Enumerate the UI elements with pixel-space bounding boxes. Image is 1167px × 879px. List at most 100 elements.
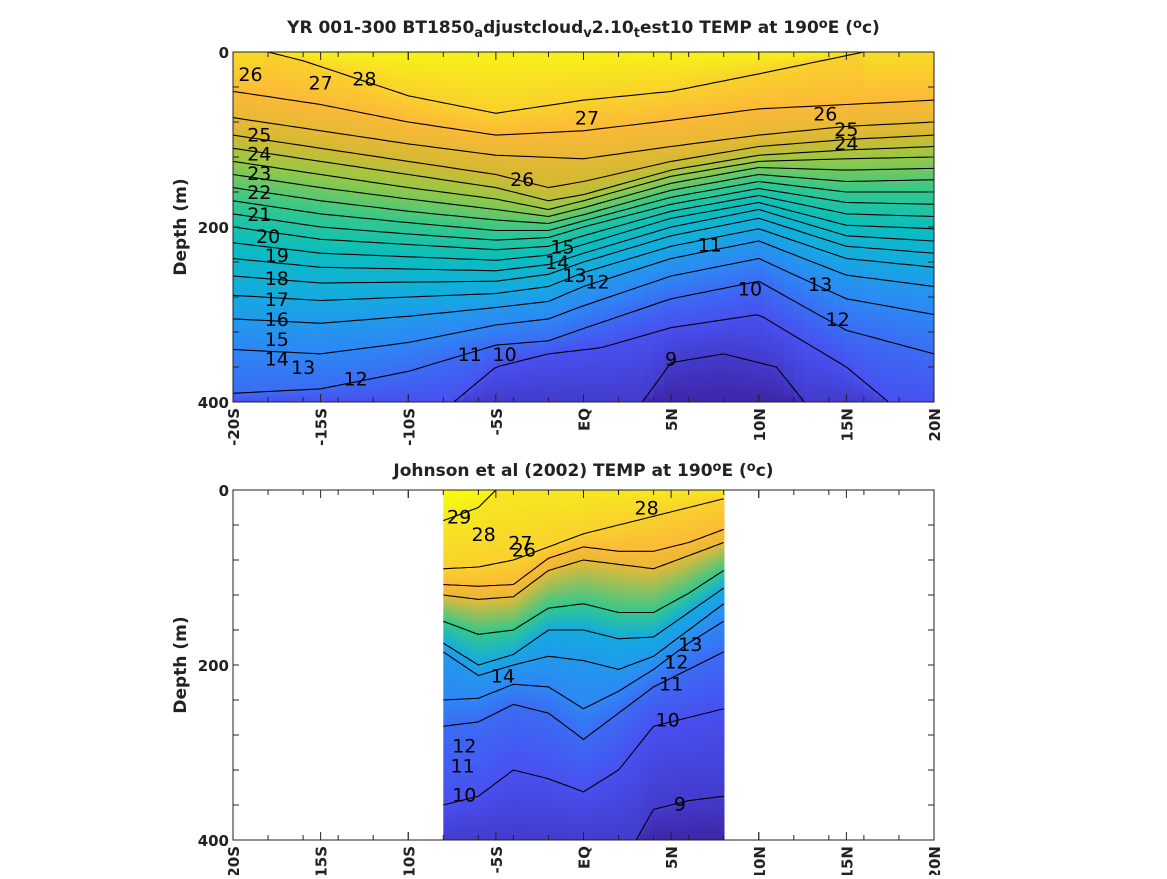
contour-label: 27 — [309, 73, 333, 95]
contour-label: 21 — [247, 204, 271, 226]
fill-column — [683, 490, 689, 840]
fill-column — [579, 490, 585, 840]
contour-label: 15 — [550, 236, 574, 258]
fill-column — [433, 52, 445, 402]
fill-column — [373, 52, 385, 402]
fill-column — [673, 52, 685, 402]
fill-column — [263, 52, 274, 402]
fill-column — [393, 52, 405, 402]
fill-column — [713, 52, 725, 402]
fill-column — [495, 490, 501, 840]
isotherm-24 — [233, 145, 934, 202]
fill-column — [843, 52, 855, 402]
isotherm-22 — [233, 166, 934, 218]
fill-column — [913, 52, 925, 402]
x-tick-label: EQ — [576, 408, 594, 431]
fill-column — [591, 490, 597, 840]
contour-label: 12 — [585, 271, 609, 293]
top-title-part: a — [474, 26, 483, 41]
fill-column — [519, 490, 525, 840]
x-tick-label: 10N — [751, 846, 769, 875]
top-title-part: djustcloud — [483, 18, 583, 38]
isotherm-26 — [443, 541, 724, 600]
bottom-title-part: Johnson et al (2002) TEMP at 190 — [392, 461, 712, 481]
fill-column — [535, 490, 541, 840]
fill-column — [491, 490, 497, 840]
fill-column — [543, 52, 555, 402]
contour-label: 26 — [510, 169, 534, 191]
fill-column — [615, 490, 621, 840]
contour-label: 10 — [452, 785, 476, 807]
fill-column — [403, 52, 415, 402]
contour-label: 10 — [493, 344, 517, 366]
x-tick-label: 20N — [926, 846, 944, 875]
fill-column — [675, 490, 681, 840]
top-title-part: o — [819, 17, 828, 32]
fill-column — [667, 490, 673, 840]
fill-column — [703, 490, 709, 840]
contour-label: 28 — [635, 498, 659, 520]
contour-label: 16 — [265, 309, 289, 331]
fill-column — [703, 52, 715, 402]
fill-column — [613, 52, 625, 402]
isotherm-12 — [443, 620, 724, 710]
fill-column — [531, 490, 537, 840]
bottom-title-part: o — [713, 460, 722, 475]
fill-column — [647, 490, 653, 840]
fill-column — [283, 52, 294, 402]
contour-label: 11 — [698, 235, 722, 257]
contour-label: 11 — [458, 344, 482, 366]
top-title-part: v — [583, 26, 592, 41]
isotherm-12 — [233, 257, 934, 355]
contour-label: 14 — [491, 666, 515, 688]
isotherm-13 — [442, 603, 725, 677]
x-tick-label: 20N — [926, 408, 944, 441]
fill-column — [293, 52, 304, 402]
fill-column — [483, 52, 495, 402]
contour-label: 9 — [665, 348, 677, 370]
fill-column — [663, 490, 669, 840]
isotherm-28 — [443, 498, 724, 570]
fill-column — [513, 52, 525, 402]
fill-column — [643, 52, 655, 402]
fill-column — [793, 52, 805, 402]
contour-label: 27 — [508, 533, 532, 555]
fill-column — [467, 490, 473, 840]
fill-column — [463, 52, 475, 402]
top-title-part: t — [634, 26, 640, 41]
fill-column — [483, 490, 489, 840]
isotherm-26 — [233, 117, 934, 160]
x-tick-label: -15S — [313, 408, 331, 446]
fill-column — [573, 52, 585, 402]
fill-column — [653, 52, 665, 402]
fill-column — [723, 52, 735, 402]
fill-column — [323, 52, 334, 402]
fill-column — [691, 490, 697, 840]
y-tick-label: 0 — [219, 44, 229, 62]
fill-column — [473, 52, 485, 402]
fill-column — [595, 490, 601, 840]
isotherm-23 — [233, 156, 934, 211]
contour-label: 18 — [265, 268, 289, 290]
top-title-part: E ( — [828, 18, 853, 38]
x-tick-label: 15N — [838, 846, 856, 875]
isotherm-9 — [635, 795, 724, 840]
fill-column — [623, 490, 629, 840]
fill-column — [699, 490, 705, 840]
fill-column — [633, 52, 645, 402]
fill-column — [243, 52, 254, 402]
fill-column — [543, 490, 549, 840]
x-tick-label: -5S — [488, 846, 506, 873]
isotherm-17 — [233, 201, 934, 261]
x-tick-label: -20S — [225, 846, 243, 875]
x-tick-label: EQ — [576, 846, 594, 869]
fill-column — [523, 490, 529, 840]
fill-column — [447, 490, 453, 840]
fill-column — [463, 490, 469, 840]
fill-column — [683, 52, 695, 402]
top-title-part: o — [853, 17, 862, 32]
isotherm-15 — [233, 217, 934, 284]
fill-column — [631, 490, 637, 840]
y-tick-label: 0 — [219, 482, 229, 500]
contour-label: 14 — [545, 252, 569, 274]
